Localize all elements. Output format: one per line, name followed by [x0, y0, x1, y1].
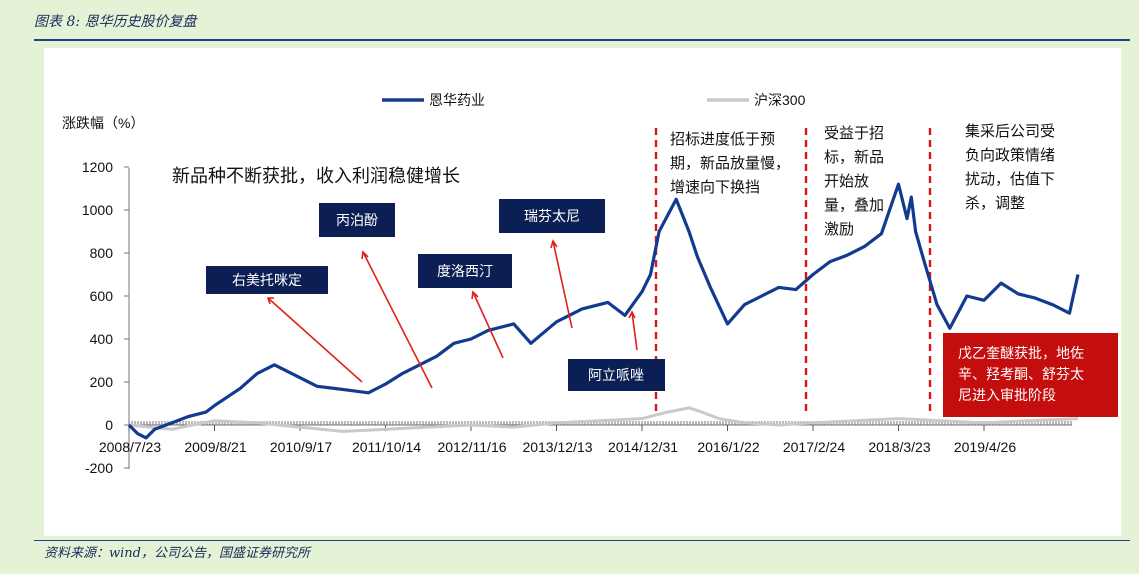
x-tick-label: 2009/8/21 — [184, 439, 246, 455]
arrow-propofol — [362, 251, 433, 389]
x-tick-label: 2011/10/14 — [352, 439, 421, 455]
box-duloxetine — [418, 254, 512, 288]
phase1-line3: 增速向下换挡 — [670, 178, 760, 196]
footer-divider — [34, 540, 1130, 541]
headline-annotation: 新品种不断获批，收入利润稳健增长 — [172, 166, 460, 187]
y-tick-label: 1200 — [82, 159, 113, 175]
phase2-line4: 量，叠加 — [824, 196, 884, 214]
box-remifentanil — [499, 199, 605, 233]
legend-label-hs300: 沪深300 — [754, 92, 806, 108]
phase3-line2: 负向政策情绪 — [965, 146, 1055, 164]
phase1-line1: 招标进度低于预 — [670, 130, 775, 148]
arrowhead-remifentanil — [550, 239, 558, 249]
label-remifentanil: 瑞芬太尼 — [524, 209, 580, 225]
title-divider — [34, 39, 1130, 41]
phase2-line2: 标，新品 — [824, 148, 884, 166]
arrowhead-propofol — [361, 250, 369, 260]
label-duloxetine: 度洛西汀 — [437, 264, 493, 280]
label-aripiprazole: 阿立哌唑 — [588, 367, 644, 384]
arrowhead-duloxetine — [471, 290, 479, 300]
y-tick-label: 0 — [105, 417, 113, 433]
red-line2: 辛、羟考酮、舒芬太 — [958, 367, 1084, 383]
x-tick-label: 2012/11/16 — [437, 439, 506, 455]
phase3-line4: 杀，调整 — [965, 194, 1025, 212]
annotation-arrows — [266, 239, 638, 389]
phase3-line1: 集采后公司受 — [965, 122, 1055, 140]
box-aripiprazole — [568, 359, 665, 391]
x-tick-label: 2019/4/26 — [954, 439, 1016, 455]
phase2-line1: 受益于招 — [824, 124, 884, 142]
red-line1: 戊乙奎醚获批，地佐 — [958, 346, 1084, 362]
y-tick-label: -200 — [85, 460, 113, 476]
x-tick-label: 2014/12/31 — [608, 439, 678, 455]
x-tick-label: 2017/2/24 — [783, 439, 845, 455]
arrow-aripiprazole — [631, 311, 638, 351]
arrowhead-dexmedetomidine — [266, 297, 274, 305]
phase3-line3: 扰动，估值下 — [965, 170, 1055, 188]
series-enhua-line — [127, 182, 1080, 440]
phase2-annotation: 受益于招 标，新品 开始放 量，叠加 激励 — [824, 124, 889, 238]
x-tick-label: 2008/7/23 — [99, 439, 161, 455]
box-propofol — [319, 203, 395, 237]
y-tick-label: 1000 — [82, 202, 113, 218]
label-dexmedetomidine: 右美托咪定 — [232, 273, 302, 289]
x-tick-label: 2013/12/13 — [522, 439, 592, 455]
red-annotation-box — [943, 333, 1118, 417]
source-note: 资料来源：wind，公司公告，国盛证券研究所 — [44, 546, 310, 561]
arrow-remifentanil — [552, 240, 573, 329]
phase1-line2: 期，新品放量慢， — [670, 154, 790, 172]
x-tick-label: 2016/1/22 — [697, 439, 759, 455]
arrow-dexmedetomidine — [267, 297, 363, 383]
y-tick-label: 800 — [90, 245, 114, 261]
y-tick-label: 200 — [90, 374, 114, 390]
box-dexmedetomidine — [206, 266, 328, 294]
phase1-annotation: 招标进度低于预 期，新品放量慢， 增速向下换挡 — [670, 130, 795, 196]
x-tick-label: 2018/3/23 — [868, 439, 930, 455]
label-propofol: 丙泊酚 — [336, 213, 378, 229]
red-annotation-text: 戊乙奎醚获批，地佐 辛、羟考酮、舒芬太 尼进入审批阶段 — [958, 346, 1088, 404]
phase2-line5: 激励 — [824, 220, 854, 238]
phase3-annotation: 集采后公司受 负向政策情绪 扰动，估值下 杀，调整 — [965, 122, 1060, 212]
phase2-line3: 开始放 — [824, 172, 869, 190]
legend-label-enhua: 恩华药业 — [429, 92, 485, 108]
y-tick-label: 400 — [90, 331, 114, 347]
y-tick-label: 600 — [90, 288, 114, 304]
figure-title: 图表 8: 恩华历史股价复盘 — [34, 14, 197, 30]
y-axis-label: 涨跌幅（%） — [62, 115, 144, 131]
arrowhead-aripiprazole — [628, 310, 636, 319]
red-line3: 尼进入审批阶段 — [958, 388, 1056, 404]
arrow-duloxetine — [472, 291, 504, 359]
series-hs300-line — [128, 406, 1079, 433]
x-tick-label: 2010/9/17 — [270, 439, 332, 455]
